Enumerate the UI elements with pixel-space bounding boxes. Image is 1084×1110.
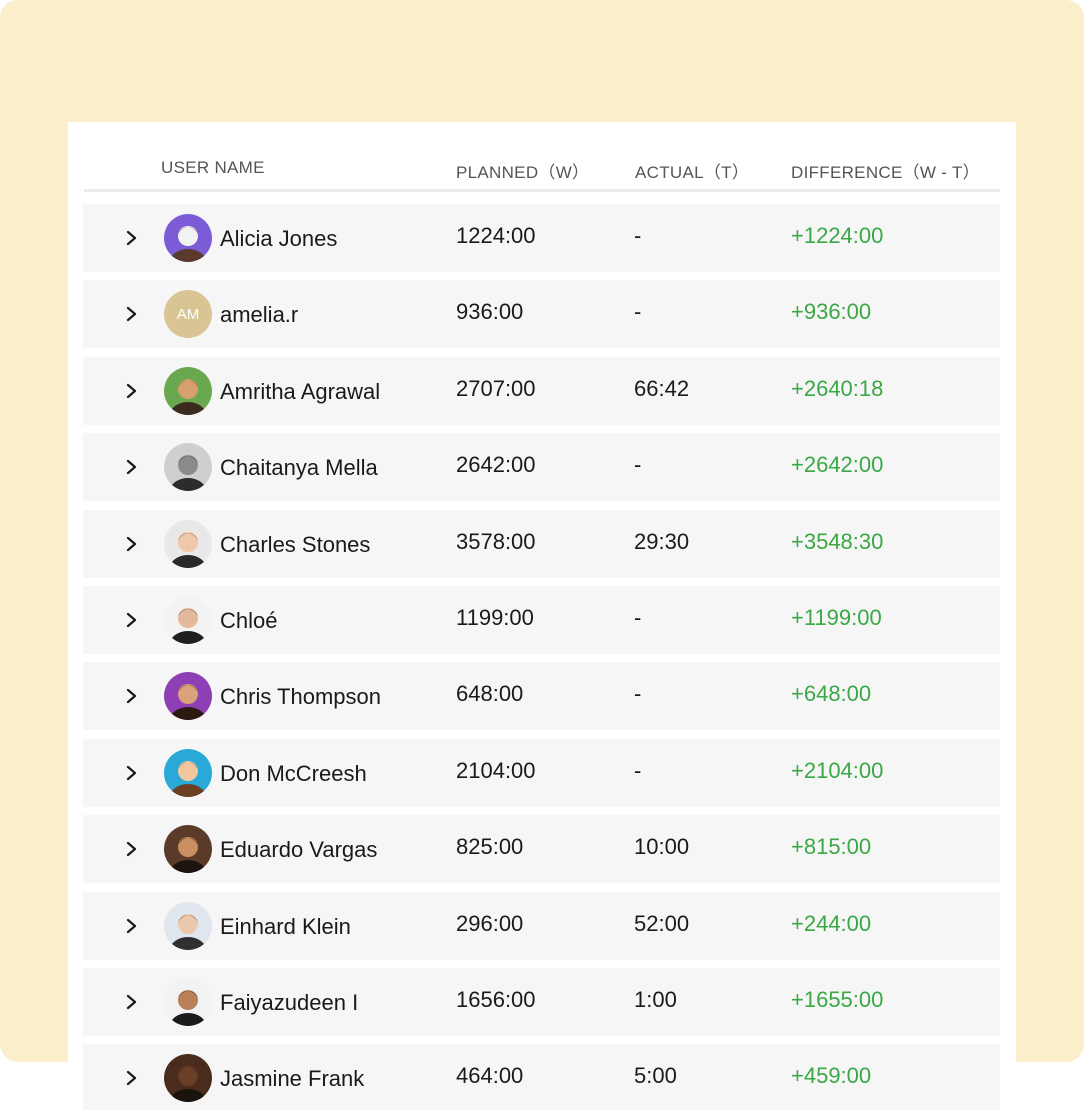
difference-value: +1655:00 — [791, 986, 884, 1012]
planned-value: 2104:00 — [456, 757, 536, 783]
chevron-right-icon[interactable] — [123, 382, 141, 400]
difference-value: +1224:00 — [791, 223, 884, 248]
avatar — [164, 595, 212, 644]
difference-value: +2640:18 — [791, 375, 884, 401]
planned-value: 296:00 — [456, 910, 524, 936]
chevron-right-icon[interactable] — [123, 764, 141, 782]
planned-value: 648:00 — [456, 681, 524, 707]
avatar — [164, 748, 212, 797]
chevron-right-icon[interactable] — [123, 458, 141, 476]
user-name: Alicia Jones — [220, 226, 338, 251]
difference-value: +815:00 — [791, 834, 872, 860]
chevron-right-icon[interactable] — [123, 993, 141, 1011]
actual-value: 1:00 — [634, 986, 677, 1012]
table-row[interactable]: Alicia Jones 1224:00 - +1224:00 — [83, 204, 1000, 272]
difference-value: +2642:00 — [791, 452, 884, 478]
actual-value: 66:42 — [634, 375, 690, 401]
user-name: Chloé — [220, 607, 278, 633]
difference-value: +3548:30 — [791, 528, 884, 554]
actual-value: - — [634, 299, 642, 325]
user-name: Charles Stones — [220, 531, 371, 557]
user-name: Eduardo Vargas — [220, 837, 378, 863]
planned-value: 825:00 — [456, 834, 524, 860]
timesheet-table: USER NAME PLANNED（W） ACTUAL（T） DIFFERENC… — [68, 122, 1016, 1110]
user-name: Faiyazudeen I — [220, 989, 359, 1015]
header-user-name[interactable]: USER NAME — [161, 158, 265, 177]
chevron-right-icon[interactable] — [123, 229, 141, 247]
table-row[interactable]: Einhard Klein 296:00 52:00 +244:00 — [83, 891, 1000, 960]
chevron-right-icon[interactable] — [123, 840, 141, 858]
actual-value: - — [634, 757, 642, 783]
table-row[interactable]: Chloé 1199:00 - +1199:00 — [83, 585, 1000, 654]
difference-value: +1199:00 — [791, 604, 882, 630]
chevron-right-icon[interactable] — [123, 611, 141, 629]
header-difference[interactable]: DIFFERENCE（W - T） — [791, 163, 980, 182]
difference-value: +2104:00 — [791, 757, 884, 783]
user-name: Don McCreesh — [220, 760, 367, 786]
avatar — [164, 825, 212, 874]
avatar — [164, 443, 212, 492]
planned-value: 1199:00 — [456, 604, 534, 630]
table-row[interactable]: Charles Stones 3578:00 29:30 +3548:30 — [83, 509, 1000, 578]
difference-value: +244:00 — [791, 910, 872, 936]
table-row[interactable]: Faiyazudeen I 1656:00 1:00 +1655:00 — [83, 967, 1000, 1036]
avatar — [164, 901, 212, 950]
avatar — [164, 214, 212, 262]
difference-value: +936:00 — [791, 299, 872, 325]
header-actual[interactable]: ACTUAL（T） — [635, 163, 750, 182]
table-row[interactable]: Amritha Agrawal 2707:00 66:42 +2640:18 — [83, 356, 1000, 425]
planned-value: 3578:00 — [456, 528, 536, 554]
avatar-initials: AM — [176, 305, 200, 323]
user-name: Jasmine Frank — [220, 1066, 365, 1092]
header-planned[interactable]: PLANNED（W） — [456, 163, 590, 182]
table-row[interactable]: Eduardo Vargas 825:00 10:00 +815:00 — [83, 815, 1000, 884]
difference-value: +459:00 — [791, 1063, 872, 1089]
user-name: Chaitanya Mella — [220, 455, 378, 481]
planned-value: 2642:00 — [456, 452, 536, 478]
chevron-right-icon[interactable] — [123, 1069, 141, 1087]
difference-value: +648:00 — [791, 681, 872, 707]
avatar: AM — [164, 290, 212, 339]
chevron-right-icon[interactable] — [123, 687, 141, 705]
user-name: Amritha Agrawal — [220, 378, 381, 404]
avatar — [164, 366, 212, 415]
user-name: Einhard Klein — [220, 913, 351, 939]
chevron-right-icon[interactable] — [123, 917, 141, 935]
actual-value: - — [634, 604, 642, 630]
table-header: USER NAME PLANNED（W） ACTUAL（T） DIFFERENC… — [84, 122, 1000, 192]
user-name: amelia.r — [220, 302, 299, 328]
avatar — [164, 977, 212, 1026]
actual-value: 10:00 — [634, 834, 690, 860]
actual-value: 5:00 — [634, 1063, 677, 1089]
avatar — [164, 1054, 212, 1103]
avatar — [164, 672, 212, 721]
chevron-right-icon[interactable] — [123, 305, 141, 323]
actual-value: - — [634, 452, 642, 478]
table-row[interactable]: Chris Thompson 648:00 - +648:00 — [83, 662, 1000, 731]
table-row[interactable]: AM amelia.r 936:00 - +936:00 — [83, 280, 1000, 349]
actual-value: 52:00 — [634, 910, 690, 936]
table-row[interactable]: Jasmine Frank 464:00 5:00 +459:00 — [83, 1044, 1000, 1110]
actual-value: 29:30 — [634, 528, 690, 554]
planned-value: 936:00 — [456, 299, 524, 325]
user-name: Chris Thompson — [220, 684, 381, 710]
table-row[interactable]: Don McCreesh 2104:00 - +2104:00 — [83, 738, 1000, 807]
planned-value: 1656:00 — [456, 986, 536, 1012]
chevron-right-icon[interactable] — [123, 535, 141, 553]
planned-value: 2707:00 — [456, 375, 536, 401]
planned-value: 1224:00 — [456, 223, 536, 248]
table-body: Alicia Jones 1224:00 - +1224:00 AM amelia.r 93… — [83, 204, 1000, 1110]
table-row[interactable]: Chaitanya Mella 2642:00 - +2642:00 — [83, 433, 1000, 502]
avatar — [164, 519, 212, 568]
actual-value: - — [634, 223, 642, 248]
actual-value: - — [634, 681, 642, 707]
planned-value: 464:00 — [456, 1063, 524, 1089]
